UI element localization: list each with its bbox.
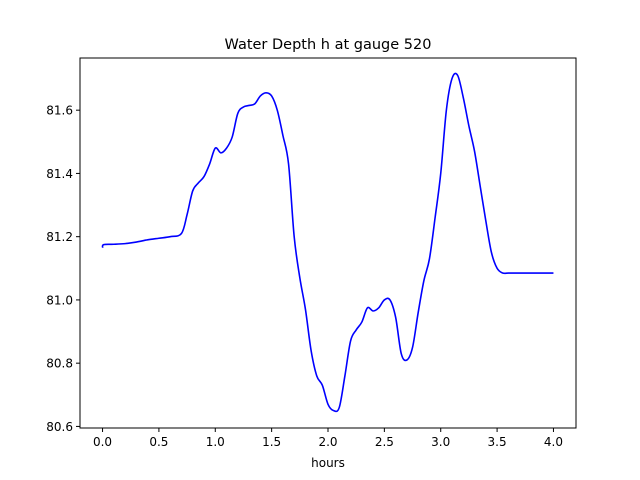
x-tick-label: 0.0 [93, 435, 112, 449]
chart-title: Water Depth h at gauge 520 [225, 37, 432, 53]
x-tick-label: 2.5 [375, 435, 394, 449]
y-tick-label: 81.0 [46, 293, 73, 307]
x-tick-label: 3.0 [431, 435, 450, 449]
x-axis-label: hours [311, 456, 345, 470]
series-line [101, 72, 554, 413]
y-tick-label: 80.8 [46, 357, 73, 371]
x-tick-label: 0.5 [149, 435, 168, 449]
y-tick-label: 81.2 [46, 230, 73, 244]
x-tick-label: 1.0 [206, 435, 225, 449]
y-axis: 80.6 80.8 81.0 81.2 81.4 81.6 [46, 104, 80, 434]
y-tick-label: 80.6 [46, 420, 73, 434]
series-layer [101, 72, 554, 413]
x-tick-label: 4.0 [544, 435, 563, 449]
x-tick-label: 2.0 [318, 435, 337, 449]
x-axis: 0.0 0.5 1.0 1.5 2.0 2.5 3.0 3.5 4.0 [93, 428, 563, 449]
y-tick-label: 81.4 [46, 167, 73, 181]
plot-frame [79, 57, 577, 429]
x-tick-label: 3.5 [488, 435, 507, 449]
y-tick-label: 81.6 [46, 104, 73, 118]
x-tick-label: 1.5 [262, 435, 281, 449]
